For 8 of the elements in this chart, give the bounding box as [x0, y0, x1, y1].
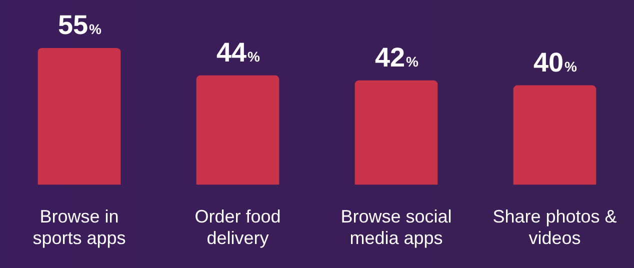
data-label: 40%: [534, 47, 578, 78]
data-label: 42%: [375, 42, 420, 72]
data-label: 44%: [216, 37, 261, 68]
x-tick-label: Browse in sports apps: [32, 206, 126, 248]
x-tick-label: Order food delivery: [194, 206, 281, 248]
data-label: 55%: [58, 10, 102, 40]
x-tick-label: Share photos & videos: [492, 206, 617, 248]
x-tick-label: Browse social media apps: [340, 206, 452, 248]
